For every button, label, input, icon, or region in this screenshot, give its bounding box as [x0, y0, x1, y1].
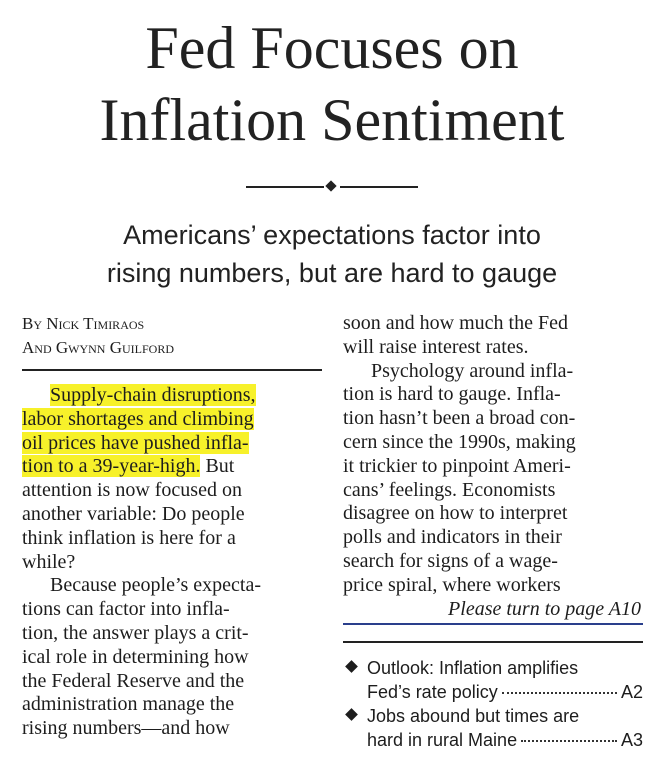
byline-author-2: And Gwynn Guilford [22, 338, 174, 357]
headline-line-1: Fed Focuses on [145, 15, 519, 81]
jump-rule [343, 623, 643, 626]
text-line: tion is hard to gauge. Infla- [343, 383, 561, 406]
text-line: price spiral, where workers [343, 573, 561, 596]
byline-author-1: By Nick Timiraos [22, 314, 145, 333]
text-line: rising numbers—and how [22, 717, 230, 740]
index-item-title-cont: hard in rural Maine [367, 730, 518, 750]
text-line: it trickier to pinpoint Ameri- [343, 454, 571, 477]
deck-line-1: Americans’ expectations factor into [123, 220, 541, 250]
related-stories-index: Outlook: Inflation amplifies Fed’s rate … [343, 641, 643, 752]
headline: Fed Focuses on Inflation Sentiment [0, 12, 664, 156]
text-line: search for signs of a wage- [343, 549, 558, 572]
highlighted-text: tion to a 39-year-high. [22, 455, 201, 478]
highlighted-text: labor shortages and climbing [22, 407, 254, 430]
text-line: will raise interest rates. [343, 335, 529, 358]
text-fragment: But [200, 455, 235, 478]
highlighted-text: Supply-chain disruptions, [50, 384, 256, 406]
text-line: tion to a 39-year-high. But [22, 455, 322, 479]
text-line: soon and how much the Fed [343, 312, 568, 334]
byline-rule [22, 369, 322, 371]
highlighted-text: oil prices have pushed infla- [22, 431, 249, 454]
text-line: ical role in determining how [22, 645, 249, 668]
index-item-title: Jobs abound but times are [367, 706, 580, 726]
text-line: while? [22, 550, 76, 573]
index-item-outlook[interactable]: Outlook: Inflation amplifies Fed’s rate … [343, 656, 643, 704]
text-line: tion hasn’t been a broad con- [343, 407, 576, 430]
headline-line-2: Inflation Sentiment [99, 87, 565, 153]
article-paragraph-2-continued: soon and how much the Fed will raise int… [343, 312, 643, 360]
text-line: disagree on how to interpret [343, 502, 568, 525]
continuation-jump-link[interactable]: Please turn to page A10 [448, 597, 641, 620]
index-rule [343, 641, 643, 643]
text-line: cans’ feelings. Economists [343, 478, 556, 501]
index-item-page: A2 [620, 682, 643, 702]
text-line: Supply-chain disruptions, [22, 384, 322, 408]
index-item-jobs[interactable]: Jobs abound but times are hard in rural … [343, 704, 643, 752]
text-line: oil prices have pushed infla- [22, 431, 322, 456]
text-line: another variable: Do people [22, 502, 245, 525]
article-column-right: soon and how much the Fed will raise int… [343, 312, 643, 626]
index-item-page: A3 [620, 730, 643, 750]
article-paragraph-2: Because people’s expecta- tions can fact… [22, 574, 322, 741]
text-line: the Federal Reserve and the [22, 669, 245, 692]
byline: By Nick Timiraos And Gwynn Guilford [22, 312, 322, 360]
deck-subheadline: Americans’ expectations factor into risi… [0, 216, 664, 292]
article-paragraph-3: Psychology around infla- tion is hard to… [343, 360, 643, 598]
text-line: tion, the answer plays a crit- [22, 621, 249, 644]
index-item-line: hard in rural Maine A3 [367, 728, 643, 752]
dot-leader [501, 692, 617, 694]
text-line: think inflation is here for a [22, 526, 236, 549]
article-paragraph-1: Supply-chain disruptions, labor shortage… [22, 384, 322, 574]
deck-line-2: rising numbers, but are hard to gauge [106, 258, 558, 288]
headline-ornament-divider [246, 180, 418, 194]
text-line: labor shortages and climbing [22, 407, 322, 432]
text-line: Psychology around infla- [371, 359, 574, 382]
diamond-bullet-icon [345, 660, 358, 673]
diamond-icon [325, 180, 337, 192]
text-line: cern since the 1990s, making [343, 430, 576, 453]
text-line: attention is now focused on [22, 479, 242, 502]
text-line: tions can factor into infla- [22, 598, 230, 621]
diamond-bullet-icon [345, 708, 358, 721]
index-item-title: Outlook: Inflation amplifies [367, 658, 579, 678]
article-column-left: By Nick Timiraos And Gwynn Guilford Supp… [22, 312, 322, 741]
text-line: polls and indicators in their [343, 526, 562, 549]
text-line: administration manage the [22, 693, 235, 716]
index-item-line: Fed’s rate policy A2 [367, 680, 643, 704]
index-item-title-cont: Fed’s rate policy [367, 682, 498, 702]
text-line: Because people’s expecta- [50, 574, 262, 597]
dot-leader [521, 740, 617, 742]
